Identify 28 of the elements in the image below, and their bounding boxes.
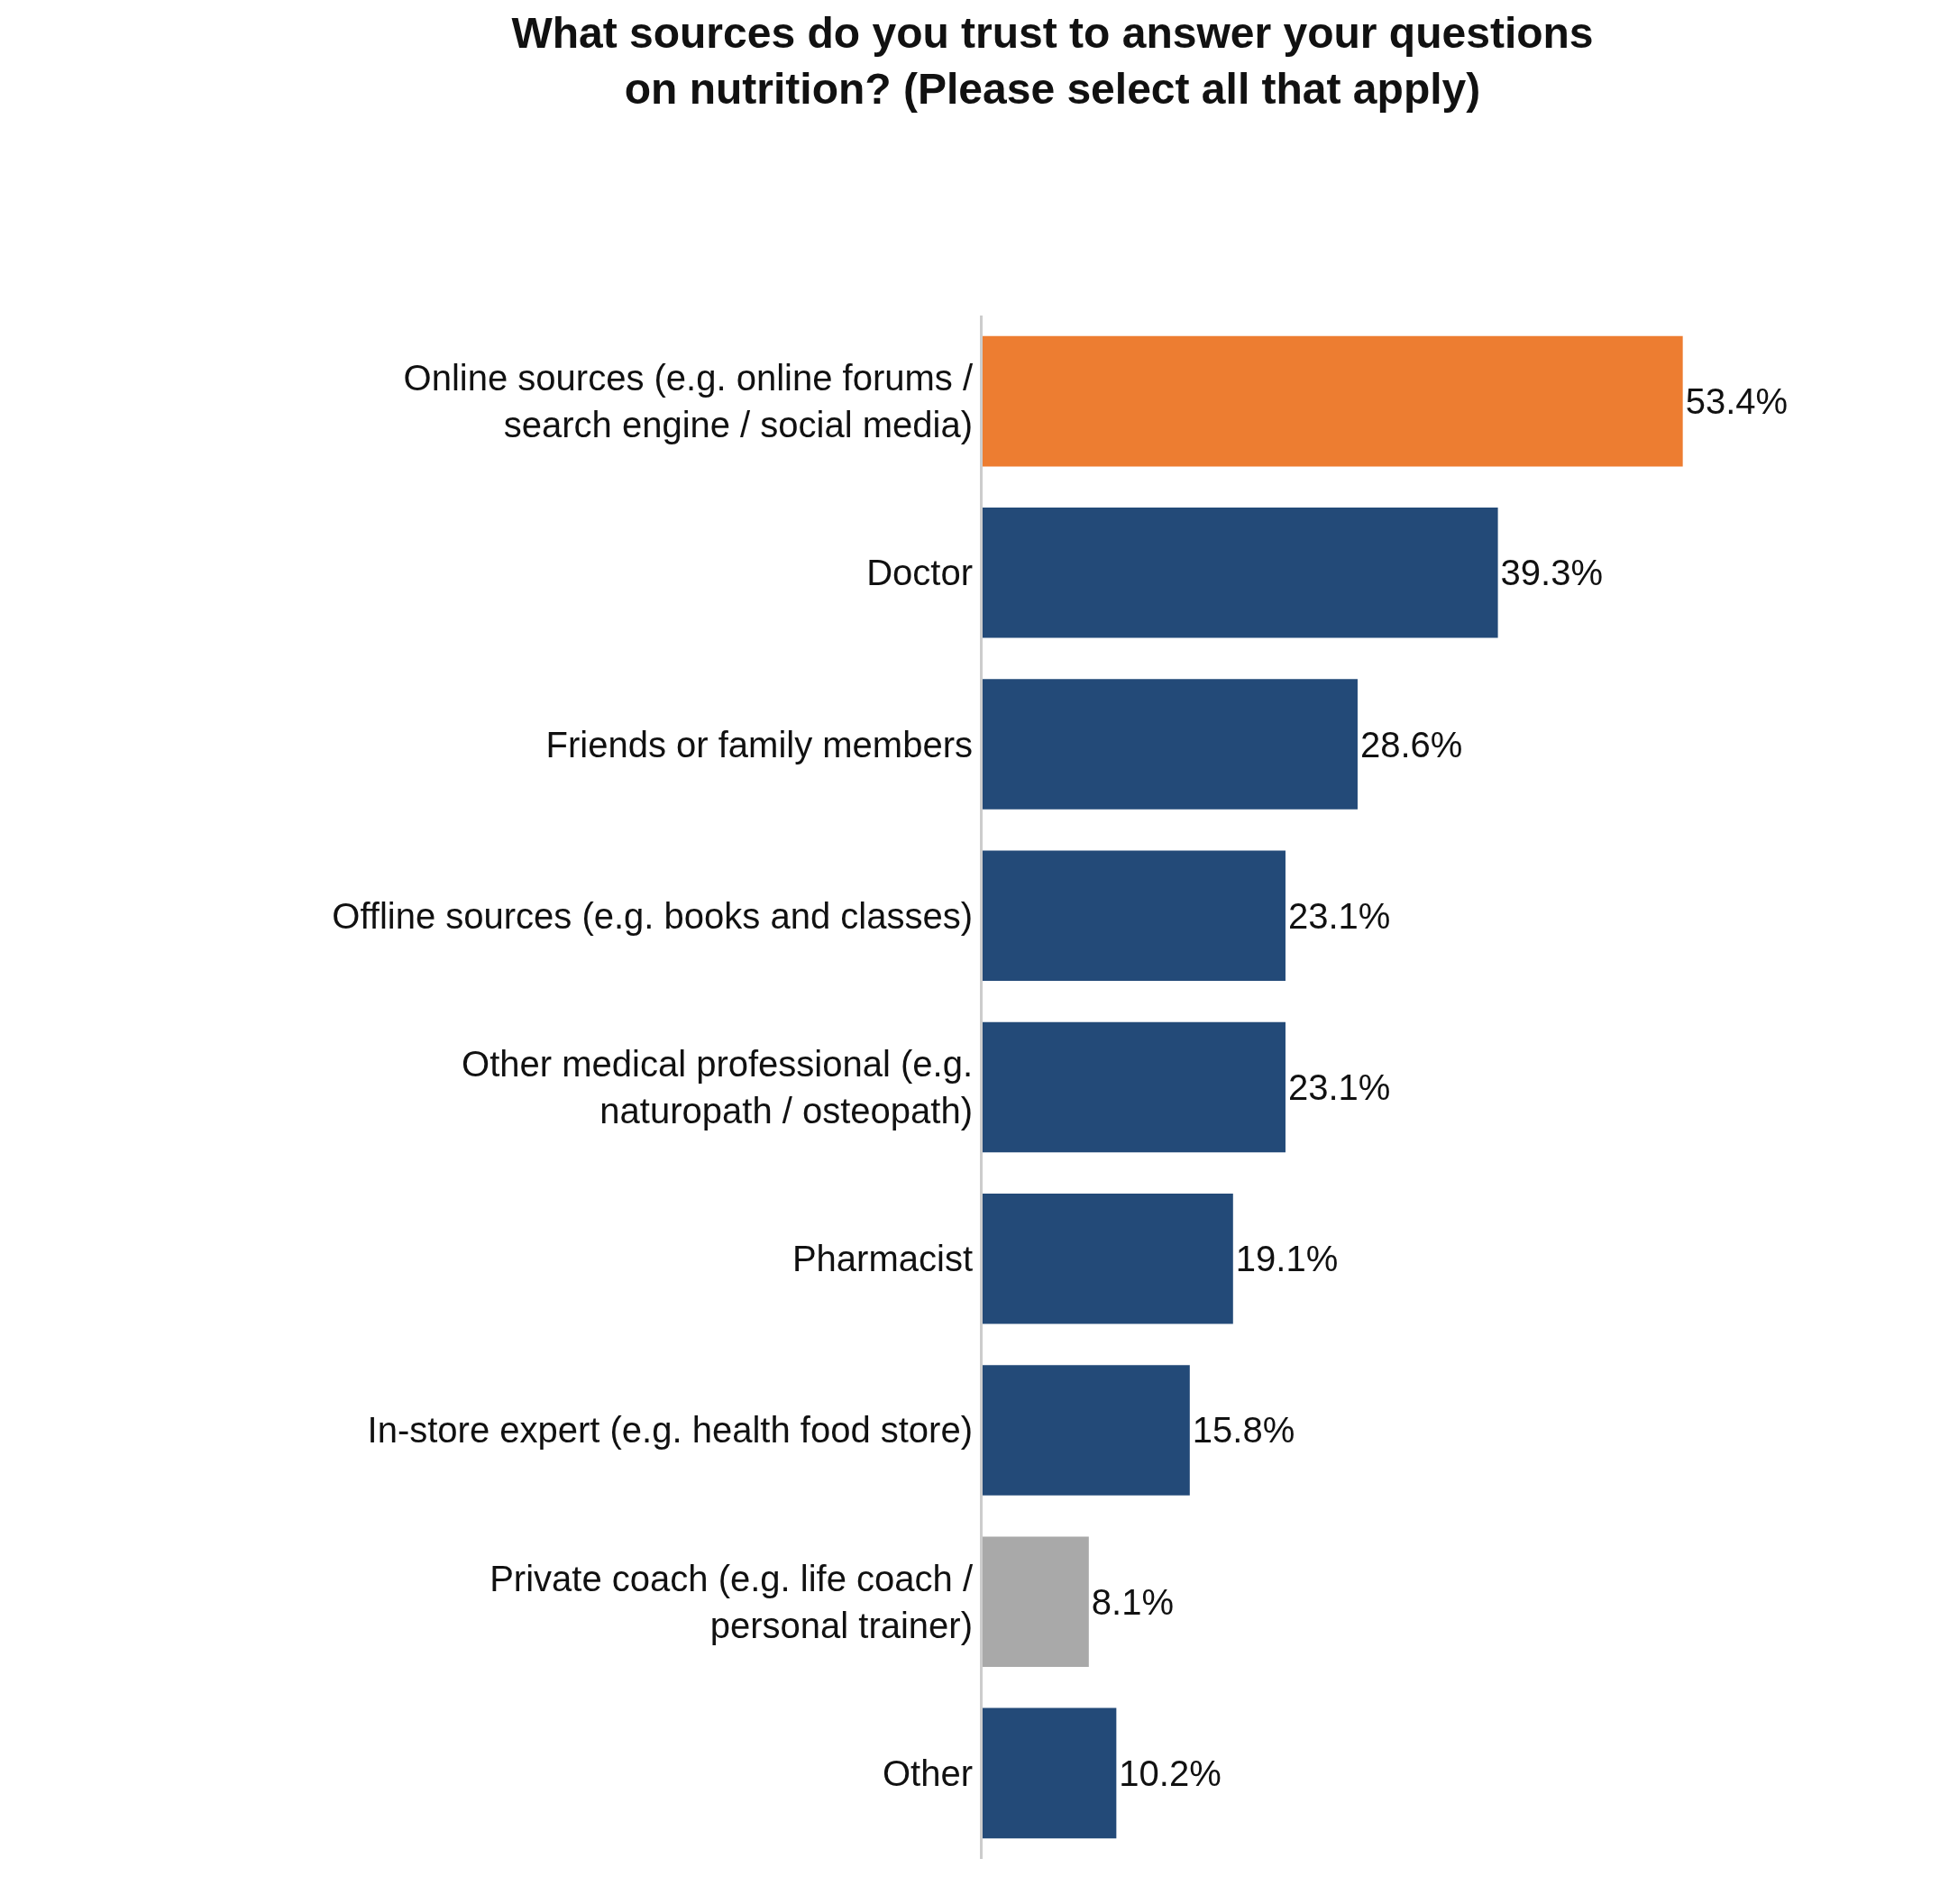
data-label: 53.4% (1685, 381, 1789, 422)
bar (983, 1707, 1117, 1839)
data-label: 8.1% (1091, 1581, 1174, 1622)
bar (983, 508, 1498, 638)
bar (983, 679, 1358, 810)
bar (983, 335, 1683, 467)
data-label: 39.3% (1500, 553, 1604, 593)
y-tick-label: Online sources (e.g. online forums / search engine / social media) (403, 358, 974, 445)
bar (983, 1193, 1233, 1324)
bar (983, 1365, 1190, 1496)
y-tick-label: In-store expert (e.g. health food store) (367, 1410, 973, 1451)
y-tick-label: Pharmacist (791, 1239, 973, 1279)
data-label: 28.6% (1359, 724, 1463, 764)
data-label: 15.8% (1192, 1410, 1295, 1451)
bar (983, 850, 1286, 982)
data-label: 19.1% (1235, 1239, 1339, 1279)
y-tick-label: Other medical professional (e.g. naturopath / osteopath) (462, 1044, 973, 1130)
bar (983, 1536, 1089, 1667)
y-tick-label: Offline sources (e.g. books and classes) (332, 895, 973, 936)
data-label: 10.2% (1119, 1753, 1222, 1793)
y-tick-label: Doctor (866, 553, 973, 593)
y-tick-label: Friends or family members (545, 724, 973, 764)
y-tick-label: Other (882, 1753, 973, 1793)
data-label: 23.1% (1287, 1067, 1391, 1107)
y-tick-label: Private coach (e.g. life coach / personal trainer) (490, 1558, 974, 1645)
chart-title: What sources do you trust to answer your questions on nutrition? (Please select all that apply) (511, 8, 1594, 114)
bar (983, 1021, 1286, 1153)
data-label: 23.1% (1287, 895, 1391, 936)
